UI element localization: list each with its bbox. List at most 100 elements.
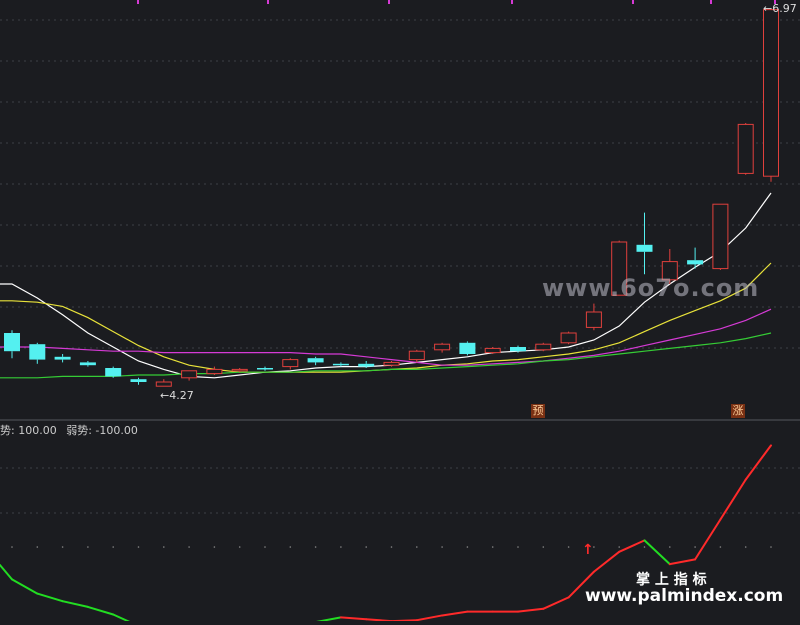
candle-body-up	[661, 261, 678, 281]
candle	[79, 361, 96, 367]
tick-dot	[441, 546, 443, 548]
tick-dot	[669, 546, 671, 548]
candle-body-up	[155, 381, 172, 387]
indicator-segment	[86, 605, 115, 616]
tick-dot	[36, 546, 39, 548]
tick-dot	[466, 546, 469, 548]
candle	[560, 331, 577, 345]
candle	[611, 240, 628, 296]
indicator-segment	[314, 616, 342, 624]
candle-body-down	[29, 344, 46, 360]
badge-yu: 预	[531, 404, 545, 418]
candle	[459, 341, 476, 356]
candle	[54, 354, 71, 363]
candle-body-down	[459, 342, 476, 354]
candle	[661, 249, 678, 284]
indicator-segment	[11, 578, 39, 595]
candle-body-up	[737, 123, 754, 174]
candle-body-up	[712, 203, 729, 270]
ma20-line	[0, 308, 772, 366]
candle-body-down	[105, 368, 122, 377]
tick-dot	[87, 546, 89, 548]
candle-body-up	[434, 343, 451, 351]
strong-trend-label: 势: 100.00	[0, 424, 57, 437]
candle	[181, 370, 198, 381]
candlesticks	[4, 8, 779, 387]
candle	[687, 247, 704, 269]
candle-body-up	[484, 347, 501, 354]
indicator-segment	[112, 613, 139, 625]
candle	[383, 361, 400, 367]
tick-dot	[694, 546, 696, 548]
indicator-segment	[415, 614, 444, 622]
candle-body-up	[383, 361, 400, 366]
candle-body-up	[408, 350, 425, 361]
tick-dot	[238, 546, 241, 548]
candle-body-down	[510, 347, 526, 352]
tick-dot	[163, 546, 165, 548]
tick-dot	[264, 546, 266, 548]
candle-body-up	[282, 359, 299, 368]
candle-body-up	[535, 343, 552, 351]
indicator-segment	[61, 600, 89, 608]
indicator-segment	[719, 478, 747, 521]
tick-dot	[643, 546, 646, 548]
indicator-segment	[441, 610, 469, 617]
indicator-segment	[567, 570, 595, 599]
tick-dot	[213, 546, 216, 548]
candle	[282, 358, 299, 370]
candle	[737, 123, 754, 175]
candle	[585, 303, 602, 331]
tick-dot	[11, 546, 13, 548]
left-arrow-icon: ←	[160, 389, 170, 402]
candle	[358, 361, 375, 368]
indicator-segment	[668, 558, 697, 566]
indicator-segment	[517, 607, 545, 613]
tick-dot	[593, 546, 595, 548]
candle-body-up	[611, 241, 628, 296]
tick-dot	[719, 546, 722, 548]
tick-dot	[416, 546, 418, 548]
badge-zhang: 涨	[731, 404, 745, 418]
indicator-segment	[694, 518, 722, 561]
moving-average-lines	[0, 192, 772, 379]
candle-body-up	[206, 368, 223, 375]
indicator-segment	[744, 444, 772, 481]
candle-body-down	[79, 362, 96, 366]
tick-dot	[61, 546, 64, 548]
low-price-label: ←4.27	[160, 389, 194, 402]
candle-body-down	[54, 356, 71, 360]
candle	[29, 342, 46, 364]
indicator-legend: 势: 100.00 弱势: -100.00	[0, 422, 138, 438]
indicator-segment	[542, 596, 570, 610]
candle-body-down	[687, 260, 704, 265]
tick-dot	[618, 546, 620, 548]
candle-body-down	[130, 379, 147, 382]
candle	[636, 212, 653, 275]
candle-body-down	[307, 358, 324, 363]
candle-body-up	[560, 332, 577, 344]
high-price-label: ←6.97	[763, 2, 797, 15]
candle-body-down	[332, 363, 349, 366]
candle	[712, 203, 729, 270]
signal-arrow-icon: ↑	[582, 542, 594, 558]
tick-dot	[567, 546, 570, 548]
tick-dot	[137, 546, 140, 548]
tick-dot	[314, 546, 317, 548]
tick-dot	[517, 546, 519, 548]
candle-body-up	[585, 311, 602, 328]
watermark-center: www.6o7o.com	[542, 274, 760, 302]
weak-trend-label: 弱势: -100.00	[66, 424, 138, 437]
left-arrow-icon: ←	[763, 2, 773, 15]
candle	[105, 366, 122, 378]
tick-dot	[188, 546, 190, 548]
indicator-segment	[339, 616, 368, 621]
indicator-segment	[592, 550, 621, 573]
indicator-segment	[36, 592, 64, 603]
candle	[535, 342, 552, 352]
candle	[307, 356, 324, 366]
candle	[510, 345, 526, 353]
brand-cn: 掌 上 指 标	[636, 572, 707, 588]
